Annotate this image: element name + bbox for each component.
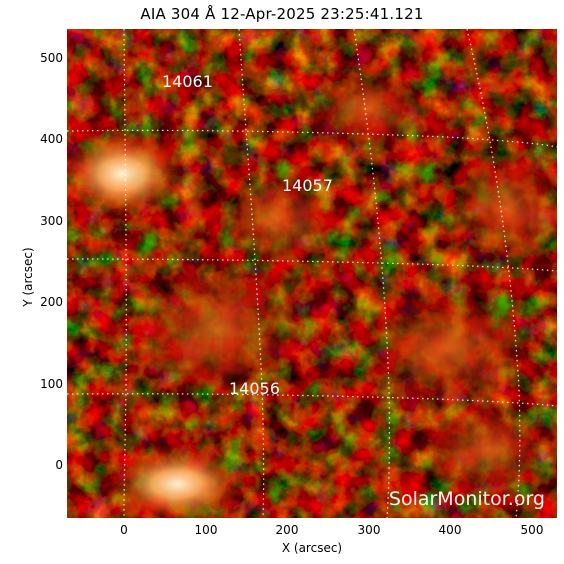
- x-tick-label: 0: [120, 523, 128, 537]
- region-label-14061: 14061: [162, 72, 213, 91]
- y-axis-title: Y (arcsec): [21, 247, 35, 307]
- x-tick-label: 300: [357, 523, 381, 537]
- heliographic-grid: [67, 29, 557, 518]
- bright-regions: [67, 69, 557, 518]
- solar-emission-map: [67, 29, 557, 518]
- x-tick-label: 500: [520, 523, 544, 537]
- y-tick-label: 500: [40, 51, 63, 65]
- region-label-14057: 14057: [282, 176, 333, 195]
- y-tick-label: 300: [40, 214, 63, 228]
- y-tick-label: 100: [40, 377, 63, 391]
- watermark: SolarMonitor.org: [388, 488, 545, 510]
- region-label-14056: 14056: [229, 379, 280, 398]
- y-tick-label: 200: [40, 295, 63, 309]
- y-tick-label: 0: [55, 458, 63, 472]
- x-tick-label: 400: [438, 523, 462, 537]
- image-title: AIA 304 Å 12-Apr-2025 23:25:41.121: [140, 5, 424, 23]
- y-tick-label: 400: [40, 132, 63, 146]
- x-tick-label: 100: [194, 523, 218, 537]
- x-axis-title: X (arcsec): [281, 541, 343, 555]
- solar-image: 14061 14057 14056 SolarMonitor.org: [67, 29, 557, 518]
- x-tick-label: 200: [275, 523, 299, 537]
